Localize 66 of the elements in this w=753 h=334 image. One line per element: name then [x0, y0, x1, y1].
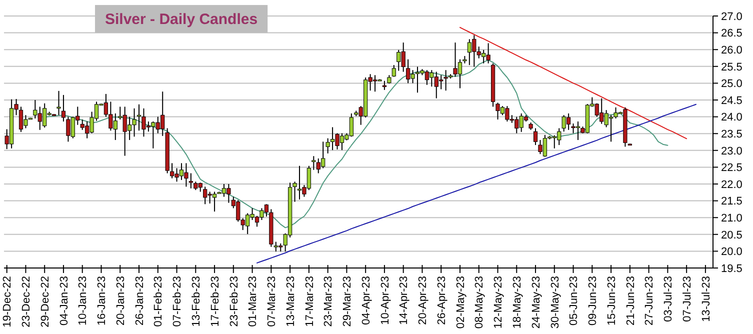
candlestick: [188, 172, 193, 189]
y-tick-label: 26.0: [721, 44, 742, 56]
x-tick-label: 15-Jun-23: [606, 276, 618, 326]
x-tick-label: 17-Feb-23: [209, 276, 222, 327]
y-tick-label: 20.5: [721, 229, 742, 242]
x-tick-label: 20-Jan-23: [114, 276, 127, 326]
x-tick-label: 20-Apr-23: [417, 276, 430, 325]
candlestick: [56, 90, 61, 116]
x-tick-label: 01-Mar-23: [247, 276, 260, 327]
x-tick-label: 30-May-23: [549, 276, 562, 329]
x-tick-label: 18-May-23: [511, 276, 524, 329]
x-tick-label: 19-Dec-22: [2, 276, 14, 328]
x-tick-label: 14-Apr-23: [398, 276, 410, 325]
x-tick-label: 27-Jun-23: [644, 276, 656, 326]
y-tick-label: 21.0: [721, 212, 742, 224]
y-tick-label: 26.5: [721, 28, 742, 40]
x-tick-label: 26-Jan-23: [134, 276, 146, 326]
candlestick: [312, 156, 316, 170]
y-tick-label: 21.5: [721, 196, 742, 208]
y-tick-label: 24.0: [721, 112, 742, 124]
x-tick-label: 13-Feb-23: [190, 276, 202, 327]
x-tick-label: 16-Jan-23: [96, 276, 108, 326]
x-tick-label: 17-Mar-23: [304, 276, 316, 327]
candlestick: [61, 94, 66, 122]
candlestick: [533, 128, 538, 146]
x-tick-label: 07-Jul-23: [681, 276, 694, 322]
y-tick-label: 27.0: [721, 10, 742, 23]
x-tick-label: 04-Apr-23: [360, 276, 372, 325]
y-tick-label: 23.0: [721, 145, 742, 158]
candlestick: [382, 80, 387, 90]
x-tick-label: 10-Apr-23: [379, 276, 392, 325]
y-tick-label: 25.5: [721, 61, 742, 74]
x-tick-label: 29-Mar-23: [342, 276, 354, 327]
line-series: [459, 26, 688, 140]
y-tick-label: 22.5: [721, 162, 742, 174]
x-tick-label: 24-May-23: [530, 276, 542, 329]
x-tick-label: 08-May-23: [474, 276, 486, 329]
x-tick-label: 07-Mar-23: [266, 276, 278, 327]
x-tick-label: 09-Jun-23: [587, 276, 600, 326]
y-tick-label: 25.0: [721, 78, 742, 90]
x-tick-label: 26-Apr-23: [436, 276, 448, 325]
x-tick-label: 13-Jul-23: [700, 276, 712, 322]
y-tick-label: 20.0: [721, 246, 742, 258]
x-tick-label: 02-May-23: [454, 276, 467, 329]
x-tick-label: 03-Jul-23: [662, 276, 675, 322]
y-tick-label: 24.5: [721, 94, 742, 107]
x-tick-label: 23-Mar-23: [322, 276, 335, 327]
chart-title: Silver - Daily Candles: [105, 11, 258, 28]
candlestick: [292, 181, 297, 202]
y-tick-label: 23.5: [721, 128, 742, 140]
x-tick-label: 21-Jun-23: [624, 276, 637, 326]
x-tick-label: 01-Feb-23: [152, 276, 165, 327]
x-tick-label: 10-Jan-23: [77, 276, 90, 326]
line-series: [256, 104, 697, 264]
y-tick-label: 19.5: [721, 262, 742, 275]
x-tick-label: 23-Dec-22: [20, 276, 33, 328]
x-tick-label: 05-Jun-23: [568, 276, 580, 326]
y-tick-label: 22.0: [721, 178, 742, 191]
x-tick-label: 13-Mar-23: [284, 276, 297, 327]
x-tick-label: 04-Jan-23: [58, 276, 70, 326]
x-tick-label: 23-Feb-23: [228, 276, 240, 327]
candlestick: [392, 64, 396, 78]
candlestick: [326, 138, 330, 154]
x-tick-label: 07-Feb-23: [172, 276, 184, 327]
x-tick-label: 12-May-23: [492, 276, 505, 329]
x-tick-label: 29-Dec-22: [39, 276, 52, 328]
